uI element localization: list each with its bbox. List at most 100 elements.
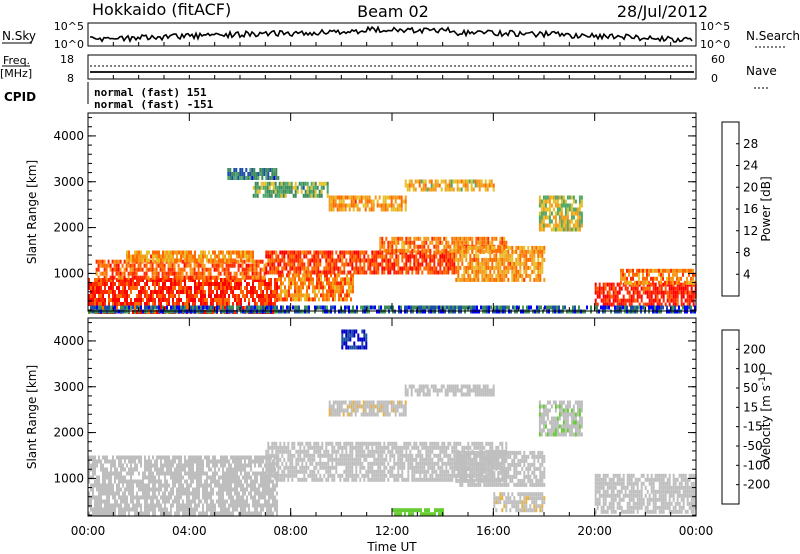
velocity-cell [106, 491, 108, 496]
power-cell [408, 305, 410, 310]
power-cell [278, 185, 281, 190]
power-cell [204, 310, 206, 314]
power-cell [144, 294, 146, 298]
velocity-cell [226, 467, 228, 472]
power-cell [542, 207, 545, 212]
velocity-cell [260, 459, 262, 464]
power-cell [150, 278, 152, 282]
power-cell [220, 294, 222, 298]
power-cell [401, 266, 404, 271]
velocity-cell [198, 479, 200, 484]
power-cell [242, 294, 244, 298]
velocity-cell [230, 467, 232, 472]
power-cell [443, 258, 446, 263]
velocity-cell [110, 491, 112, 496]
power-cell [477, 253, 480, 258]
velocity-cell [218, 475, 220, 480]
power-cell [503, 253, 506, 258]
power-cell [203, 271, 206, 276]
velocity-cell [196, 491, 198, 496]
velocity-cell [100, 467, 102, 472]
power-cell [350, 277, 352, 282]
power-cell [448, 183, 451, 188]
power-cell [353, 258, 356, 263]
power-cell [280, 189, 283, 194]
power-cell [416, 179, 419, 184]
velocity-cell [252, 511, 254, 516]
power-cell [432, 187, 435, 192]
power-cell [489, 253, 492, 258]
power-cell [289, 258, 292, 263]
power-cell [134, 302, 136, 306]
power-cell [114, 290, 116, 294]
power-cell [349, 250, 352, 255]
power-cell [218, 286, 220, 290]
power-cell [680, 302, 683, 307]
power-cell [266, 193, 269, 198]
velocity-cell [260, 471, 262, 476]
velocity-cell [138, 483, 140, 488]
power-cell [431, 270, 434, 275]
power-cell [337, 270, 340, 275]
power-cell [483, 257, 486, 262]
power-cell [411, 248, 414, 253]
power-cell [102, 302, 104, 306]
power-cell [435, 244, 438, 249]
power-cell [556, 207, 559, 212]
power-cell [494, 305, 496, 310]
velocity-cell [118, 463, 120, 468]
velocity-cell [142, 471, 144, 476]
power-cell [484, 187, 487, 192]
power-cell [538, 223, 541, 228]
power-cell [528, 305, 530, 310]
velocity-cell [172, 459, 174, 464]
power-cell [377, 262, 380, 267]
power-cell [638, 294, 641, 299]
power-cell [513, 277, 516, 282]
power-cell [188, 290, 190, 294]
power-cell [320, 189, 323, 194]
velocity-cell [238, 467, 240, 472]
power-cell [403, 240, 406, 245]
velocity-cell [180, 507, 182, 512]
power-cell [628, 302, 631, 307]
power-cell [330, 281, 332, 286]
power-cell [236, 254, 238, 259]
power-cell [206, 258, 208, 263]
velocity-cell [124, 503, 126, 508]
power-cell [325, 262, 328, 267]
velocity-cell [202, 491, 204, 496]
power-cell [417, 270, 420, 275]
power-cell [398, 305, 400, 310]
power-cell [477, 257, 480, 262]
power-cell [418, 305, 420, 310]
velocity-cell [248, 491, 250, 496]
velocity-cell [174, 471, 176, 476]
power-cell [147, 275, 150, 280]
velocity-cell [184, 491, 186, 496]
power-cell [316, 281, 318, 286]
power-cell [151, 271, 154, 276]
power-cell [228, 278, 230, 282]
power-cell [397, 236, 400, 241]
power-cell [212, 282, 214, 286]
power-cell [218, 282, 220, 286]
power-cell [136, 302, 138, 306]
velocity-cell [116, 503, 118, 508]
power-cell [298, 273, 300, 278]
power-cell [618, 302, 621, 307]
velocity-cell [242, 487, 244, 492]
velocity-cell [254, 475, 256, 480]
power-cell [119, 267, 122, 272]
velocity-cell [120, 499, 122, 504]
power-cell [323, 270, 326, 275]
power-cell [364, 207, 367, 212]
velocity-cell [242, 499, 244, 504]
velocity-cell [112, 463, 114, 468]
power-cell [493, 257, 496, 262]
power-cell [453, 244, 456, 249]
power-cell [392, 195, 395, 200]
power-cell [272, 290, 274, 294]
power-cell [181, 259, 184, 264]
velocity-cell [224, 503, 226, 508]
